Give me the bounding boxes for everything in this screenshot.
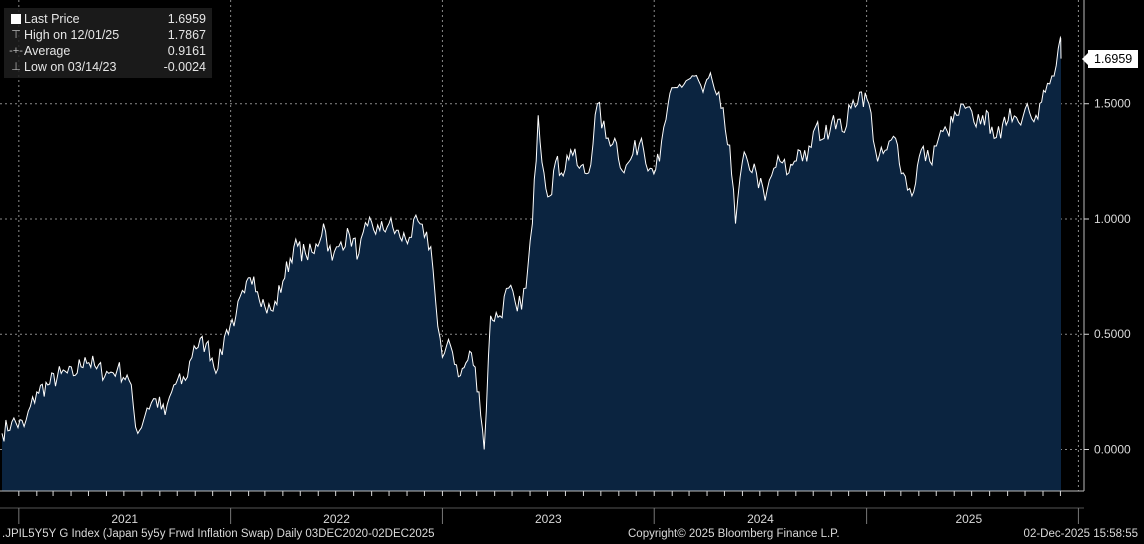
average-marker-icon: -+- — [9, 45, 23, 57]
y-tick-label: 0.5000 — [1094, 327, 1131, 341]
footer-ticker: .JPIL5Y5Y G Index (Japan 5y5y Frwd Infla… — [2, 528, 435, 540]
legend-label: Average — [24, 44, 71, 58]
high-marker-icon: ⊤ — [11, 29, 21, 41]
legend-label: Low on 03/14/23 — [24, 60, 117, 74]
legend-value: -0.0024 — [163, 60, 206, 74]
x-axis-ticks: 2021 2022 2023 2024 2025 — [18, 491, 1079, 526]
y-tick-label: 1.5000 — [1094, 97, 1131, 111]
x-tick-label: 2025 — [955, 512, 982, 526]
legend-value: 0.9161 — [167, 44, 206, 58]
y-axis-ticks: 0.0000 0.5000 1.0000 1.5000 — [1084, 97, 1131, 457]
last-price-badge: 1.6959 — [1082, 49, 1138, 68]
x-tick-label: 2024 — [747, 512, 774, 526]
x-tick-label: 2022 — [323, 512, 350, 526]
last-price-marker-icon — [11, 14, 21, 24]
x-tick-label: 2023 — [535, 512, 562, 526]
price-area — [2, 37, 1061, 491]
low-marker-icon: ⊥ — [11, 61, 21, 73]
y-tick-label: 0.0000 — [1094, 443, 1131, 457]
legend-value: 1.7867 — [167, 28, 206, 42]
legend-low: ⊥ Low on 03/14/23 -0.0024 — [8, 59, 206, 75]
price-line — [1, 35, 1062, 450]
x-tick-label: 2021 — [111, 512, 138, 526]
y-tick-label: 1.0000 — [1094, 212, 1131, 226]
chart-legend: Last Price 1.6959 ⊤ High on 12/01/25 1.7… — [4, 8, 212, 78]
footer-copyright: Copyright© 2025 Bloomberg Finance L.P. — [628, 528, 840, 540]
legend-label: High on 12/01/25 — [24, 28, 120, 42]
legend-high: ⊤ High on 12/01/25 1.7867 — [8, 27, 206, 43]
legend-last-price: Last Price 1.6959 — [8, 11, 206, 27]
legend-label: Last Price — [24, 12, 80, 26]
axes — [0, 0, 1085, 509]
footer-timestamp: 02-Dec-2025 15:58:55 — [1023, 528, 1138, 540]
legend-average: -+- Average 0.9161 — [8, 43, 206, 59]
legend-value: 1.6959 — [167, 12, 206, 26]
